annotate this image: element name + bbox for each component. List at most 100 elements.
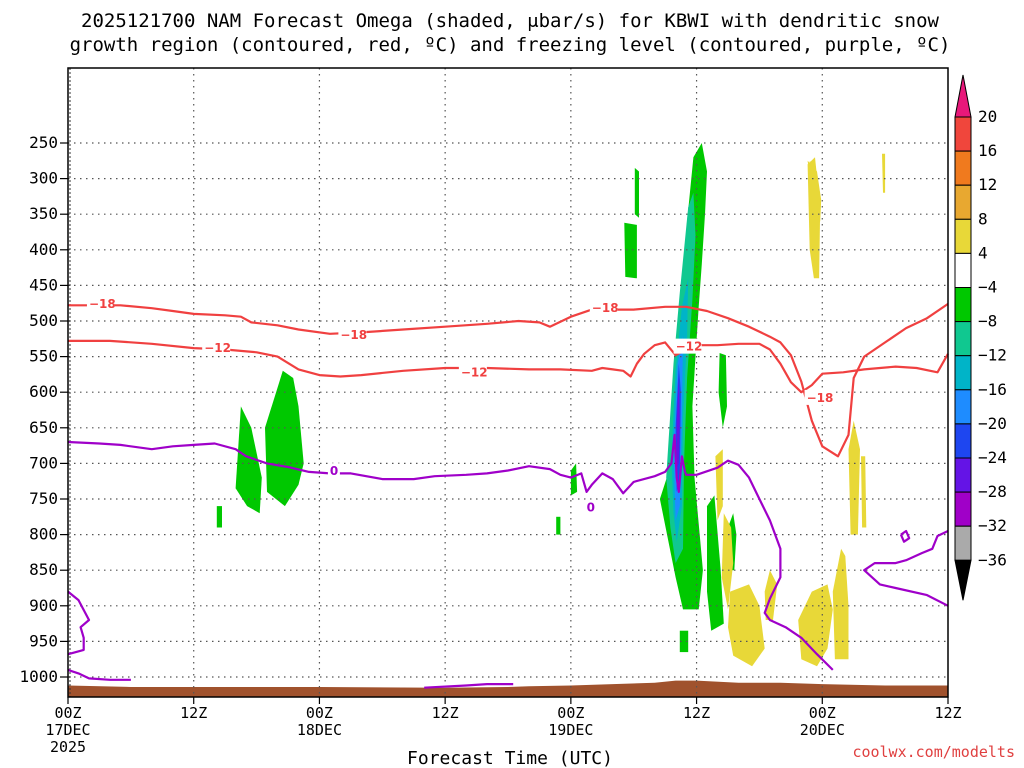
contour-label-background bbox=[584, 499, 597, 515]
contour-label: 0 bbox=[587, 501, 595, 515]
credit-text: coolwx.com/modelts bbox=[852, 743, 1015, 761]
x-tick-label: 17DEC bbox=[45, 721, 90, 739]
contour-labels: −18 −18 −18 −18 −12 −12 −12 0 0 bbox=[86, 295, 834, 515]
chart-title: 2025121700 NAM Forecast Omega (shaded, μ… bbox=[70, 10, 951, 56]
y-tick-label: 700 bbox=[29, 453, 58, 472]
colorbar-top-arrow bbox=[954, 74, 972, 118]
freezing-level-contour bbox=[67, 590, 91, 656]
y-tick-label: 850 bbox=[29, 560, 58, 579]
colorbar-bin bbox=[954, 218, 972, 254]
colorbar-bin bbox=[954, 525, 972, 561]
colorbar-label: −4 bbox=[978, 278, 997, 297]
colorbar-label: −12 bbox=[978, 346, 1007, 365]
colorbar-label: −32 bbox=[978, 516, 1007, 535]
colorbar-label: 20 bbox=[978, 107, 997, 126]
temperature-contour bbox=[68, 339, 949, 394]
x-axis-label: Forecast Time (UTC) bbox=[407, 748, 613, 768]
omega-region bbox=[798, 584, 833, 667]
omega-region bbox=[807, 157, 821, 279]
colorbar-bin bbox=[954, 252, 972, 288]
y-tick-label: 550 bbox=[29, 347, 58, 366]
omega-region bbox=[556, 516, 561, 535]
y-tick-label: 300 bbox=[29, 169, 58, 188]
colorbar-bottom-arrow bbox=[954, 559, 972, 601]
contour-label-background bbox=[86, 295, 115, 311]
colorbar-bin bbox=[954, 321, 972, 357]
y-tick-label: 800 bbox=[29, 525, 58, 544]
omega-region bbox=[848, 420, 860, 535]
omega-region bbox=[832, 548, 849, 660]
omega-region bbox=[861, 456, 867, 528]
omega-region bbox=[707, 506, 712, 521]
contour-label: −18 bbox=[89, 297, 116, 311]
colorbar-bin bbox=[954, 423, 972, 459]
colorbar-label: −8 bbox=[978, 312, 997, 331]
contour-label: −12 bbox=[204, 341, 231, 355]
colorbar-label: 4 bbox=[978, 243, 988, 262]
x-tick-label: 12Z bbox=[180, 704, 207, 722]
omega-region bbox=[715, 449, 723, 521]
y-tick-label: 450 bbox=[29, 275, 58, 294]
colorbar-label: −28 bbox=[978, 482, 1007, 501]
colorbar: 20 16 12 8 4 −4 −8 −12 −16 −20 −24 −28 −32 −36 bbox=[954, 74, 1007, 601]
omega-region bbox=[624, 222, 637, 279]
contour-label: −12 bbox=[461, 365, 488, 379]
omega-region bbox=[235, 406, 262, 514]
contour-label: −18 bbox=[592, 301, 619, 315]
y-tick-label: 400 bbox=[29, 240, 58, 259]
freezing-level-contour bbox=[67, 668, 131, 681]
omega-region bbox=[216, 506, 222, 528]
colorbar-label: −20 bbox=[978, 414, 1007, 433]
colorbar-bin bbox=[954, 389, 972, 425]
x-tick-label: 00Z bbox=[306, 704, 333, 722]
omega-region bbox=[570, 463, 578, 496]
x-tick-label: 18DEC bbox=[297, 721, 342, 739]
contour-label-background bbox=[338, 327, 367, 343]
colorbar-bin bbox=[954, 184, 972, 220]
terrain-fill bbox=[68, 680, 948, 697]
colorbar-label: 8 bbox=[978, 209, 988, 228]
omega-region bbox=[707, 495, 724, 631]
y-tick-label: 250 bbox=[29, 133, 58, 152]
x-tick-label: 20DEC bbox=[800, 721, 845, 739]
plot-frame bbox=[67, 67, 949, 698]
contour-label-background bbox=[458, 364, 487, 380]
colorbar-label: 16 bbox=[978, 141, 997, 160]
contour-label: 0 bbox=[330, 464, 338, 478]
y-tick-label: 750 bbox=[29, 489, 58, 508]
y-axis-pressure: 250 300 350 400 450 500 550 600 650 700 750 800 850 9… bbox=[19, 133, 68, 686]
omega-region bbox=[634, 167, 639, 218]
colorbar-bin bbox=[954, 287, 972, 323]
x-tick-label: 12Z bbox=[683, 704, 710, 722]
freezing-level-contour bbox=[67, 433, 834, 671]
x-tick-label: 12Z bbox=[432, 704, 459, 722]
colorbar-label: −36 bbox=[978, 550, 1007, 569]
x-tick-label: 19DEC bbox=[548, 721, 593, 739]
y-tick-label: 650 bbox=[29, 418, 58, 437]
omega-region bbox=[718, 353, 727, 428]
colorbar-bin bbox=[954, 457, 972, 493]
y-tick-label: 600 bbox=[29, 382, 58, 401]
colorbar-label: −16 bbox=[978, 380, 1007, 399]
colorbar-bin bbox=[954, 150, 972, 186]
freezing-level-contour bbox=[424, 682, 514, 689]
freezing-level-contour bbox=[863, 530, 949, 607]
x-tick-label: 00Z bbox=[54, 704, 81, 722]
x-tick-label: 00Z bbox=[809, 704, 836, 722]
y-tick-label: 1000 bbox=[19, 667, 58, 686]
omega-region bbox=[679, 630, 689, 653]
freezing-level-contour bbox=[899, 529, 911, 543]
colorbar-label: 12 bbox=[978, 175, 997, 194]
omega-region bbox=[721, 513, 734, 610]
title-line-1: 2025121700 NAM Forecast Omega (shaded, μ… bbox=[81, 10, 939, 32]
contour-label: −18 bbox=[340, 328, 367, 342]
colorbar-bin bbox=[954, 355, 972, 391]
contour-label-background bbox=[673, 338, 702, 354]
x-tick-label: 2025 bbox=[50, 738, 86, 756]
contour-label: −12 bbox=[676, 340, 703, 354]
x-tick-label: 12Z bbox=[934, 704, 961, 722]
contour-label: −18 bbox=[807, 391, 834, 405]
terrain-surface bbox=[68, 680, 948, 697]
